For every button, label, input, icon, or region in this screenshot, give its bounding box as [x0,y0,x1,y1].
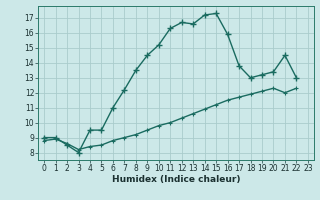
X-axis label: Humidex (Indice chaleur): Humidex (Indice chaleur) [112,175,240,184]
